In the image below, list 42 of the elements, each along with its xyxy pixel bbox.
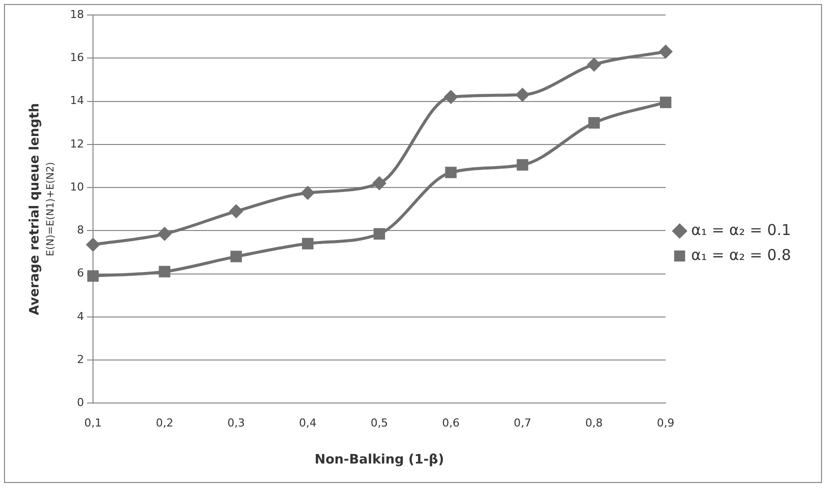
x-tick-label: 0,4 <box>298 416 316 430</box>
x-tick-label: 0,6 <box>442 416 460 430</box>
point <box>302 238 314 250</box>
y-tick-label: 14 <box>70 94 84 108</box>
y-tick-label: 2 <box>76 352 84 366</box>
point <box>230 204 243 218</box>
y-tick-label: 4 <box>76 310 84 323</box>
point <box>444 90 458 104</box>
x-tick-label: 0,7 <box>514 416 532 430</box>
x-tick-label: 0,5 <box>370 416 388 430</box>
point <box>86 238 100 252</box>
point <box>588 58 601 72</box>
y-tick-label: 10 <box>70 180 84 194</box>
y-tick-label: 16 <box>70 50 84 64</box>
point <box>301 186 314 200</box>
y-tick-label: 18 <box>70 8 84 21</box>
legend-label: α₁ = α₂ = 0.8 <box>691 246 792 264</box>
legend-label: α₁ = α₂ = 0.1 <box>691 220 792 239</box>
point <box>230 250 242 262</box>
point <box>660 96 672 108</box>
x-tick-label: 0,1 <box>84 416 102 430</box>
y-axis-title: Average retrial queue length <box>27 103 42 316</box>
x-tick-label: 0,8 <box>585 416 603 430</box>
y-tick-label: 6 <box>76 266 84 280</box>
point <box>158 266 170 278</box>
point <box>445 166 457 178</box>
point <box>659 45 672 58</box>
point <box>158 227 172 240</box>
text: E(N)=E(N1)+E(N2) <box>46 162 57 256</box>
point <box>588 117 600 129</box>
point <box>374 228 386 240</box>
x-axis-title: Non-Balking (1-β) <box>314 452 444 468</box>
point <box>372 176 386 190</box>
point <box>516 88 529 102</box>
x-tick-label: 0,2 <box>156 416 174 430</box>
point <box>87 270 99 282</box>
y-tick-label: 0 <box>76 396 84 410</box>
x-tick-label: 0,3 <box>227 416 245 430</box>
y-tick-label: 12 <box>70 137 84 150</box>
y-tick-label: 8 <box>76 224 84 237</box>
x-tick-label: 0,9 <box>656 416 674 430</box>
point <box>516 159 528 171</box>
